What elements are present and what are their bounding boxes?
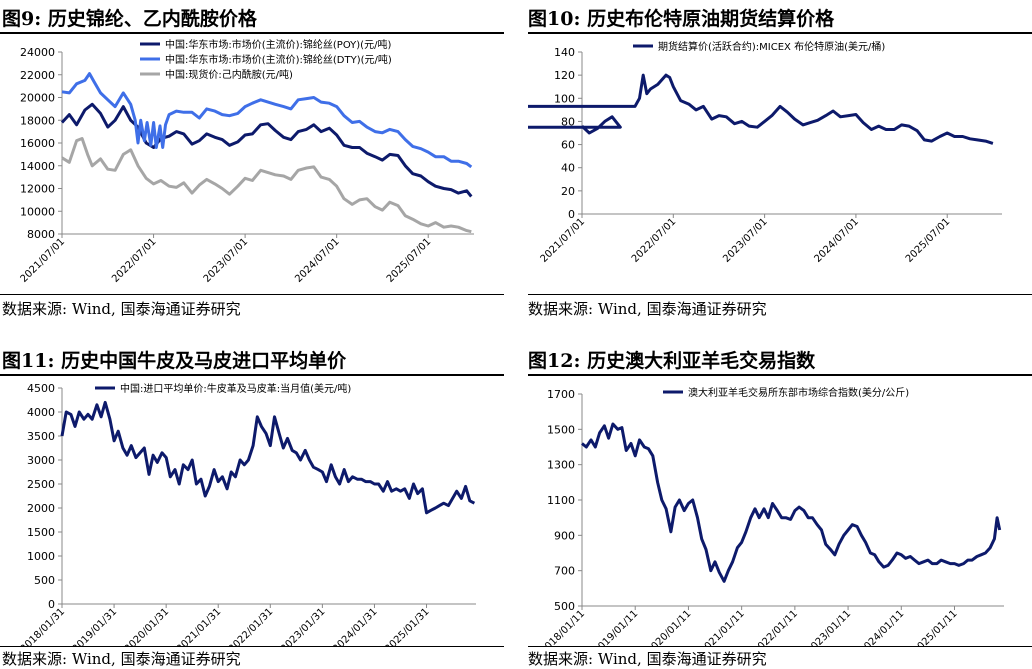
chart-brent-oil-price: 0 20 40 60 80 100 120 140 2021/07/01 2022/07/01 20… — [528, 40, 1002, 265]
panel-title: 图10: 历史布伦特原油期货结算价格 — [528, 8, 835, 30]
y-tick-label: 24000 — [20, 46, 55, 59]
y-tick-label: 1000 — [27, 550, 55, 563]
y-tick-label: 120 — [554, 69, 575, 82]
legend-label: 中国:进口平均单价:牛皮革及马皮革:当月值(美元/吨) — [120, 382, 351, 395]
y-tick-label: 3000 — [27, 454, 55, 467]
y-tick-label: 500 — [554, 600, 575, 613]
legend-label: 澳大利亚羊毛交易所东部市场综合指数(美分/公斤) — [688, 386, 909, 399]
x-tick-label: 2022/07/01 — [110, 236, 159, 285]
x-tick-label: 2025/01/11 — [911, 608, 960, 646]
panel-brent-oil: 图10: 历史布伦特原油期货结算价格 0 20 40 60 80 100 120 140 202… — [528, 0, 1032, 320]
title-underline — [0, 374, 504, 376]
legend-label: 期货结算价(活跃合约):MICEX 布伦特原油(美元/桶) — [658, 40, 885, 53]
x-tick-label: 2020/01/11 — [645, 608, 694, 646]
y-tick-label: 14000 — [20, 160, 55, 173]
x-tick-label: 2023/01/11 — [805, 608, 854, 646]
source-note: 数据来源: Wind, 国泰海通证券研究 — [528, 300, 767, 318]
x-tick-label: 2021/01/31 — [175, 606, 224, 646]
series-line-1 — [60, 400, 476, 515]
y-tick-label: 10000 — [20, 205, 55, 218]
x-tick-label: 2019/01/11 — [592, 608, 641, 646]
y-tick-label: 16000 — [20, 137, 55, 150]
x-tick-label: 2018/01/11 — [539, 608, 588, 646]
title-underline — [0, 32, 504, 34]
y-tick-label: 4000 — [27, 406, 55, 419]
x-tick-label: 2022/01/31 — [227, 606, 276, 646]
y-tick-label: 1500 — [27, 526, 55, 539]
x-tick-label: 2021/07/01 — [539, 216, 588, 265]
y-tick-label: 700 — [554, 565, 575, 578]
y-tick-label: 4500 — [27, 382, 55, 395]
panel-title: 图11: 历史中国牛皮及马皮进口平均单价 — [2, 350, 347, 372]
y-tick-label: 60 — [561, 139, 575, 152]
legend-label: 中国:现货价:己内酰胺(元/吨) — [165, 68, 293, 81]
y-tick-label: 8000 — [27, 228, 55, 241]
source-note: 数据来源: Wind, 国泰海通证券研究 — [2, 300, 241, 318]
y-tick-label: 22000 — [20, 69, 55, 82]
panel-wool-index: 图12: 历史澳大利亚羊毛交易指数 500 700 900 1100 1300 1500 1… — [528, 344, 1032, 669]
y-tick-label: 0 — [568, 208, 575, 221]
x-tick-label: 2024/01/11 — [858, 608, 907, 646]
x-tick-label: 2023/01/31 — [279, 606, 328, 646]
series-line-1 — [528, 73, 994, 145]
y-tick-label: 80 — [561, 115, 575, 128]
y-tick-label: 0 — [48, 598, 55, 611]
source-note: 数据来源: Wind, 国泰海通证券研究 — [528, 650, 767, 668]
x-tick-label: 2024/07/01 — [812, 216, 861, 265]
y-tick-label: 18000 — [20, 114, 55, 127]
y-tick-label: 2000 — [27, 502, 55, 515]
x-tick-label: 2021/07/01 — [19, 236, 68, 285]
source-note: 数据来源: Wind, 国泰海通证券研究 — [2, 650, 241, 668]
y-tick-label: 2500 — [27, 478, 55, 491]
x-tick-label: 2022/07/01 — [630, 216, 679, 265]
x-tick-label: 2020/01/31 — [123, 606, 172, 646]
source-divider — [528, 294, 1032, 295]
x-tick-label: 2021/01/11 — [698, 608, 747, 646]
x-tick-label: 2025/01/31 — [383, 606, 432, 646]
x-tick-label: 2018/01/31 — [19, 606, 68, 646]
panel-nylon-caprolactam: 图9: 历史锦纶、乙内酰胺价格 8000 10000 12000 14000 16000… — [0, 0, 504, 320]
panel-title: 图9: 历史锦纶、乙内酰胺价格 — [2, 8, 257, 30]
title-underline — [528, 374, 1032, 376]
x-tick-label: 2022/01/11 — [751, 608, 800, 646]
series-line-1 — [581, 422, 1002, 583]
series-line-1 — [60, 102, 473, 198]
series-line-2 — [61, 72, 473, 169]
y-tick-label: 100 — [554, 92, 575, 105]
legend-label: 中国:华东市场:市场价(主流价):锦纶丝(POY)(元/吨) — [165, 38, 391, 51]
y-tick-label: 140 — [554, 46, 575, 59]
source-divider — [0, 646, 504, 647]
y-tick-label: 20 — [561, 185, 575, 198]
legend-label: 中国:华东市场:市场价(主流价):锦纶丝(DTY)(元/吨) — [165, 53, 392, 66]
y-tick-label: 500 — [34, 574, 55, 587]
y-tick-label: 20000 — [20, 92, 55, 105]
y-tick-label: 40 — [561, 162, 575, 175]
series-line-3 — [61, 137, 472, 234]
x-tick-label: 2019/01/31 — [71, 606, 120, 646]
chart-wool-index: 500 700 900 1100 1300 1500 1700 2018/01/11 2019/… — [539, 386, 1004, 646]
y-tick-label: 3500 — [27, 430, 55, 443]
y-tick-label: 1100 — [547, 494, 575, 507]
y-tick-label: 12000 — [20, 183, 55, 196]
x-tick-label: 2024/01/31 — [331, 606, 380, 646]
x-tick-label: 2023/07/01 — [721, 216, 770, 265]
source-divider — [528, 646, 1032, 647]
x-tick-label: 2025/07/01 — [385, 236, 434, 285]
title-underline — [528, 32, 1032, 34]
chart-hide-import-price: 0 500 1000 1500 2000 2500 3000 3500 4000 4500 2018… — [19, 382, 476, 646]
panel-hide-import-price: 图11: 历史中国牛皮及马皮进口平均单价 0 500 1000 1500 2000 250… — [0, 344, 504, 669]
x-tick-label: 2023/07/01 — [202, 236, 251, 285]
y-tick-label: 1300 — [547, 459, 575, 472]
x-tick-label: 2025/07/01 — [904, 216, 953, 265]
y-tick-label: 1500 — [547, 423, 575, 436]
chart-nylon-caprolactam-price: 8000 10000 12000 14000 16000 18000 20000 22000 2… — [19, 38, 474, 285]
source-divider — [0, 294, 504, 295]
y-tick-label: 1700 — [547, 388, 575, 401]
panel-title: 图12: 历史澳大利亚羊毛交易指数 — [528, 350, 816, 372]
x-tick-label: 2024/07/01 — [293, 236, 342, 285]
y-tick-label: 900 — [554, 529, 575, 542]
